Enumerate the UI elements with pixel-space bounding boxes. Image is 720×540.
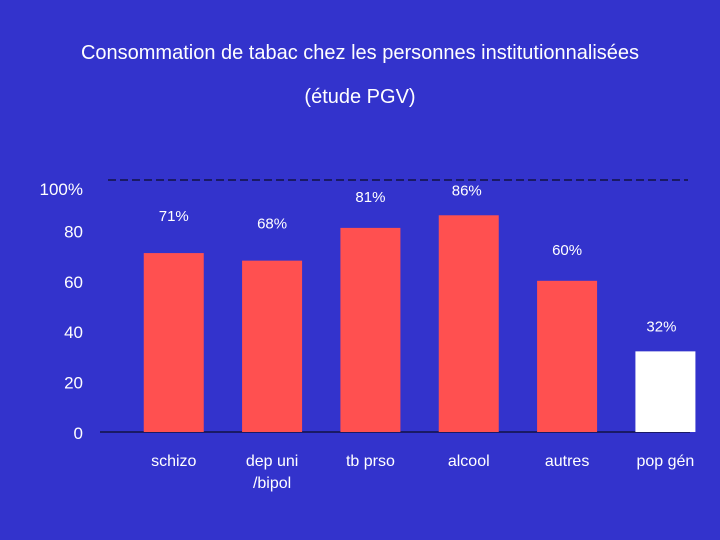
bar bbox=[340, 227, 401, 432]
data-label: 60% bbox=[552, 242, 582, 259]
chart-subtitle: (étude PGV) bbox=[304, 86, 416, 108]
y-tick-label: 40 bbox=[64, 323, 83, 342]
data-label: 81% bbox=[355, 189, 385, 206]
x-tick-label: autres bbox=[545, 453, 589, 470]
data-label: 86% bbox=[452, 182, 482, 199]
data-label: 68% bbox=[257, 216, 287, 233]
x-tick-label: alcool bbox=[448, 453, 490, 470]
bar bbox=[537, 280, 598, 432]
x-tick-label: tb prso bbox=[346, 453, 395, 470]
data-label: 32% bbox=[646, 318, 676, 335]
bar bbox=[635, 351, 696, 432]
x-tick-label: dep uni/bipol bbox=[246, 453, 299, 492]
chart-title: Consommation de tabac chez les personnes… bbox=[80, 42, 640, 64]
x-tick-label: pop gén bbox=[636, 453, 694, 470]
data-label: 71% bbox=[159, 208, 189, 225]
y-tick-label: 60 bbox=[64, 273, 83, 292]
y-tick-label: 100% bbox=[40, 180, 83, 199]
bar bbox=[143, 253, 204, 432]
bar bbox=[438, 215, 499, 432]
y-tick-label: 20 bbox=[64, 374, 83, 393]
x-tick-label: schizo bbox=[151, 453, 196, 470]
y-tick-label: 0 bbox=[74, 424, 83, 443]
y-tick-label: 80 bbox=[64, 222, 83, 241]
bar bbox=[242, 260, 303, 432]
